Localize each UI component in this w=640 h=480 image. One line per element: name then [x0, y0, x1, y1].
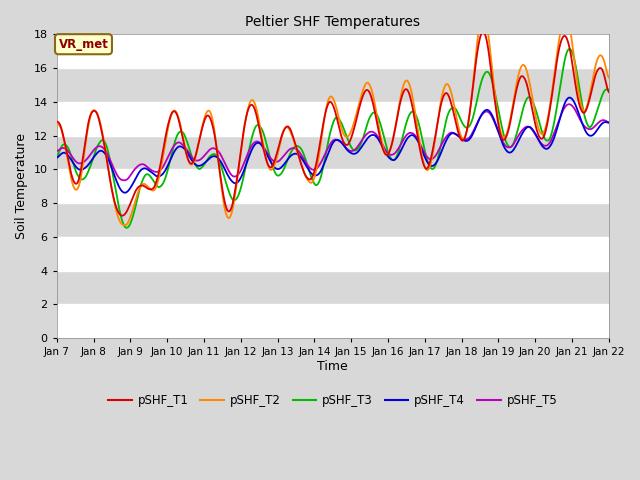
pSHF_T4: [319, 163, 327, 168]
pSHF_T1: [53, 119, 61, 124]
pSHF_T4: [566, 95, 574, 100]
pSHF_T1: [319, 120, 327, 126]
Line: pSHF_T4: pSHF_T4: [57, 97, 609, 192]
pSHF_T1: [605, 89, 612, 95]
pSHF_T3: [594, 106, 602, 112]
pSHF_T5: [120, 178, 128, 183]
pSHF_T2: [594, 56, 602, 61]
pSHF_T4: [605, 120, 612, 126]
Line: pSHF_T1: pSHF_T1: [57, 32, 609, 216]
pSHF_T4: [594, 126, 602, 132]
Legend: pSHF_T1, pSHF_T2, pSHF_T3, pSHF_T4, pSHF_T5: pSHF_T1, pSHF_T2, pSHF_T3, pSHF_T4, pSHF…: [104, 389, 562, 412]
Bar: [57, 203, 609, 237]
pSHF_T4: [122, 190, 129, 195]
Bar: [57, 237, 609, 271]
pSHF_T2: [319, 123, 327, 129]
X-axis label: Time: Time: [317, 360, 348, 373]
pSHF_T4: [353, 150, 360, 156]
pSHF_T5: [319, 155, 327, 160]
Bar: [57, 169, 609, 203]
pSHF_T5: [565, 101, 573, 107]
pSHF_T5: [605, 120, 612, 125]
Bar: [57, 102, 609, 135]
pSHF_T1: [594, 67, 602, 73]
pSHF_T3: [506, 144, 514, 150]
Line: pSHF_T2: pSHF_T2: [57, 14, 609, 225]
pSHF_T4: [316, 169, 324, 175]
pSHF_T2: [508, 110, 515, 116]
pSHF_T3: [53, 154, 61, 160]
pSHF_T3: [316, 177, 324, 182]
Bar: [57, 68, 609, 102]
pSHF_T5: [383, 149, 390, 155]
pSHF_T4: [506, 150, 514, 156]
pSHF_T2: [605, 75, 612, 81]
pSHF_T1: [118, 213, 126, 218]
pSHF_T5: [316, 161, 324, 167]
pSHF_T5: [594, 120, 602, 126]
Title: Peltier SHF Temperatures: Peltier SHF Temperatures: [245, 15, 420, 29]
Y-axis label: Soil Temperature: Soil Temperature: [15, 133, 28, 239]
pSHF_T1: [316, 140, 324, 146]
pSHF_T4: [53, 155, 61, 161]
pSHF_T2: [480, 12, 488, 17]
pSHF_T5: [53, 148, 61, 154]
pSHF_T5: [506, 144, 514, 150]
pSHF_T3: [123, 225, 131, 231]
pSHF_T2: [383, 151, 390, 157]
pSHF_T2: [316, 146, 324, 152]
Bar: [57, 271, 609, 304]
pSHF_T3: [605, 87, 612, 93]
pSHF_T4: [383, 151, 390, 157]
Line: pSHF_T3: pSHF_T3: [57, 49, 609, 228]
pSHF_T5: [353, 145, 360, 151]
Line: pSHF_T5: pSHF_T5: [57, 104, 609, 180]
Bar: [57, 135, 609, 169]
pSHF_T2: [122, 222, 129, 228]
Text: VR_met: VR_met: [58, 38, 108, 51]
pSHF_T1: [508, 113, 515, 119]
Bar: [57, 304, 609, 338]
pSHF_T3: [566, 46, 574, 52]
pSHF_T2: [353, 111, 360, 117]
pSHF_T1: [353, 116, 360, 122]
pSHF_T3: [319, 164, 327, 169]
pSHF_T3: [353, 147, 360, 153]
pSHF_T1: [479, 29, 486, 35]
pSHF_T2: [53, 121, 61, 127]
pSHF_T1: [383, 152, 390, 158]
Bar: [57, 35, 609, 68]
pSHF_T3: [383, 144, 390, 149]
